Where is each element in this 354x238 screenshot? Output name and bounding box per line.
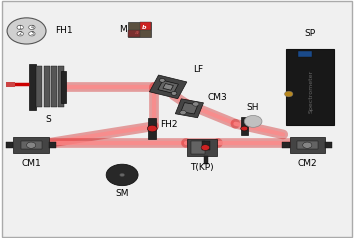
Circle shape xyxy=(17,32,23,36)
Bar xyxy=(325,143,332,148)
Bar xyxy=(286,49,334,125)
Circle shape xyxy=(29,25,35,30)
Bar xyxy=(6,82,15,87)
Bar xyxy=(61,71,67,103)
Circle shape xyxy=(285,91,293,97)
Circle shape xyxy=(120,173,125,177)
Bar xyxy=(187,139,217,157)
Circle shape xyxy=(180,110,186,115)
Circle shape xyxy=(241,126,248,131)
Text: SH: SH xyxy=(246,103,258,112)
Bar xyxy=(163,84,173,90)
Bar xyxy=(192,141,205,154)
Circle shape xyxy=(201,145,210,150)
Bar xyxy=(298,50,312,56)
Text: S: S xyxy=(45,115,51,124)
Text: 1: 1 xyxy=(19,25,22,30)
Text: SP: SP xyxy=(304,29,315,38)
Bar xyxy=(6,143,13,148)
Text: 3: 3 xyxy=(30,31,33,36)
Circle shape xyxy=(159,79,165,82)
Bar xyxy=(148,118,156,139)
Circle shape xyxy=(29,32,35,36)
Bar xyxy=(158,80,178,93)
Bar xyxy=(140,22,152,30)
Bar xyxy=(297,141,318,149)
Bar xyxy=(241,117,248,135)
Bar xyxy=(290,138,325,153)
Circle shape xyxy=(147,125,157,132)
Bar xyxy=(204,157,208,164)
Text: M: M xyxy=(119,25,127,34)
Bar xyxy=(181,103,198,114)
Bar xyxy=(44,66,50,107)
Circle shape xyxy=(7,18,46,44)
Bar xyxy=(149,75,187,99)
Bar xyxy=(129,30,140,37)
Circle shape xyxy=(106,164,138,186)
Bar xyxy=(175,99,204,118)
Text: LF: LF xyxy=(193,64,203,74)
Text: a: a xyxy=(135,30,138,35)
Circle shape xyxy=(244,115,262,127)
Text: T(KP): T(KP) xyxy=(190,163,213,172)
Text: 4: 4 xyxy=(30,25,33,30)
Circle shape xyxy=(171,91,177,95)
Bar xyxy=(129,22,152,37)
Bar xyxy=(51,66,57,107)
Circle shape xyxy=(27,142,36,148)
Text: SM: SM xyxy=(115,189,129,198)
Circle shape xyxy=(193,102,199,106)
Text: b: b xyxy=(142,25,146,30)
Text: 2: 2 xyxy=(19,31,22,36)
Bar xyxy=(21,141,42,149)
Bar xyxy=(282,143,290,148)
Text: CM3: CM3 xyxy=(207,93,227,102)
Text: CM1: CM1 xyxy=(21,159,41,169)
Bar xyxy=(29,64,36,110)
Bar xyxy=(13,138,49,153)
Circle shape xyxy=(303,142,312,148)
Text: CM2: CM2 xyxy=(297,159,317,169)
Bar xyxy=(202,141,210,150)
Circle shape xyxy=(17,25,23,30)
Bar xyxy=(58,66,64,107)
Text: FH2: FH2 xyxy=(160,120,177,129)
Text: Spectrometer: Spectrometer xyxy=(309,70,314,113)
Text: FH1: FH1 xyxy=(55,26,73,35)
Bar xyxy=(36,66,42,107)
Bar xyxy=(49,143,56,148)
